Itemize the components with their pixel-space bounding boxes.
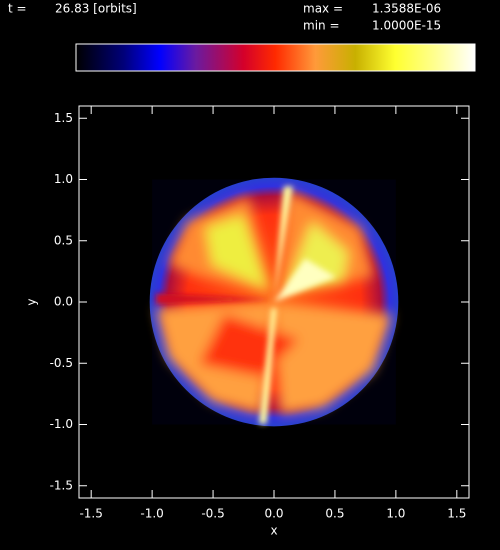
y-tick-label: 0.0 xyxy=(54,295,73,309)
t-label: t = xyxy=(8,2,27,16)
y-tick-label: -0.5 xyxy=(50,356,73,370)
max-value: 1.3588E-06 xyxy=(372,2,441,16)
region xyxy=(274,302,393,414)
streak xyxy=(155,293,274,305)
x-tick-label: 1.0 xyxy=(386,507,405,521)
image xyxy=(149,177,399,427)
y-tick-label: -1.0 xyxy=(50,417,73,431)
colorbar xyxy=(75,43,476,72)
x-tick-label: 0.5 xyxy=(325,507,344,521)
x-axis-label: x xyxy=(270,524,277,538)
min-value: 1.0000E-15 xyxy=(372,19,441,33)
region xyxy=(199,314,299,377)
y-axis-label: y xyxy=(25,298,39,305)
y-tick-label: -1.5 xyxy=(50,478,73,492)
disk-streaks xyxy=(155,186,337,424)
y-tick-label: 0.5 xyxy=(54,233,73,247)
x-tick-label: 1.5 xyxy=(447,507,466,521)
y-tick-label: 1.5 xyxy=(54,111,73,125)
x-tick-label: -0.5 xyxy=(201,507,224,521)
x-tick-label: -1.0 xyxy=(140,507,163,521)
x-tick-label: -1.5 xyxy=(79,507,102,521)
min-label: min = xyxy=(303,19,340,33)
max-label: max = xyxy=(303,2,343,16)
y-tick-label: 1.0 xyxy=(54,172,73,186)
x-tick-label: 0.0 xyxy=(264,507,283,521)
t-value: 26.83 [orbits] xyxy=(55,2,137,16)
streak xyxy=(274,258,337,302)
streak xyxy=(274,186,293,302)
streak xyxy=(259,308,277,424)
region xyxy=(205,214,268,290)
